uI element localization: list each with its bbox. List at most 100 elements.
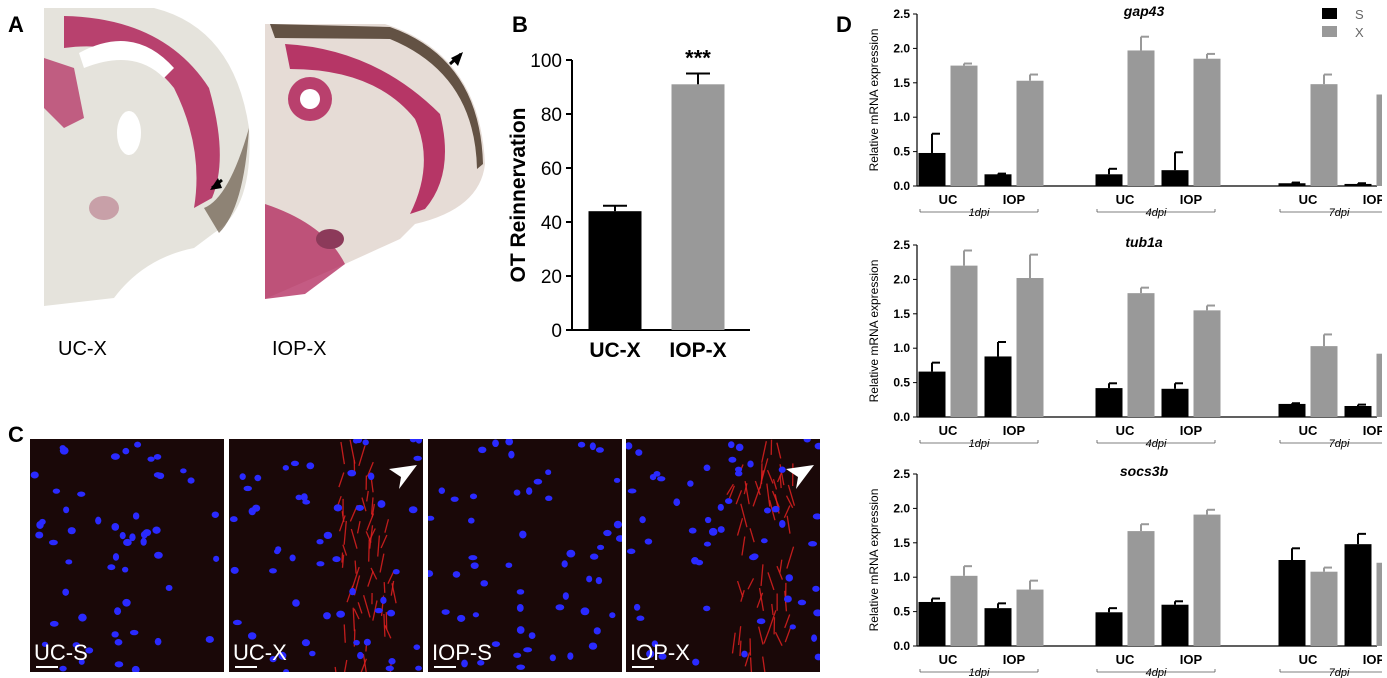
x-tick-label: UC [1299, 652, 1318, 667]
bar-iop-x [1376, 94, 1382, 186]
y-tick-label: 2.5 [893, 467, 910, 481]
y-axis-label: OT Reinnervation [507, 107, 530, 282]
legend-label-x: X [1355, 25, 1364, 40]
x-tick-label: UC [939, 652, 958, 667]
dpi-label: 1dpi [969, 667, 990, 678]
arrowhead-icon [389, 465, 417, 489]
chart-socs3b: 0.0 0.5 1.0 1.5 2.0 2.5 Relative mRNA expressi… [867, 463, 1382, 678]
x-tick-label: UC [1116, 423, 1135, 438]
bar-uc-x [950, 265, 978, 417]
y-tick-label: 2.5 [893, 238, 910, 252]
x-tick-label: UC [1116, 652, 1135, 667]
y-tick-label: 0.5 [893, 145, 910, 159]
x-tick-label: IOP [1180, 423, 1203, 438]
y-tick-label: 1.5 [893, 76, 910, 90]
bar-iop-x [1376, 562, 1382, 646]
micrograph-label: UC-X [233, 640, 287, 665]
bar-iop-s [984, 608, 1012, 646]
dpi-label: 7dpi [1329, 667, 1350, 678]
x-tick-label: IOP [1003, 652, 1026, 667]
x-tick-label: UC [1299, 192, 1318, 207]
y-tick-label: 0.5 [893, 376, 910, 390]
x-tick-label: IOP [1003, 192, 1026, 207]
y-tick-label: 1.5 [893, 307, 910, 321]
bar-iop-s [1344, 405, 1372, 417]
micrograph-image [30, 441, 220, 672]
bar-iop-s [1161, 170, 1189, 186]
bar-uc-s [1278, 183, 1306, 186]
micrograph-image [229, 439, 423, 672]
micrograph-iop-x: IOP-X [626, 439, 820, 672]
x-tick-label: IOP [1180, 652, 1203, 667]
x-tick-label: IOP [1363, 423, 1382, 438]
y-tick-label: 2.5 [893, 7, 910, 21]
scale-bar [36, 666, 58, 668]
y-tick-label: 100 [530, 51, 562, 72]
bar-uc-x [1310, 84, 1338, 186]
y-axis-label: Relative mRNA expression [867, 29, 881, 172]
y-tick-label: 1.5 [893, 536, 910, 550]
legend-label-s: S [1355, 7, 1364, 22]
micrograph-label: IOP-S [432, 640, 492, 665]
panel-d-letter: D [836, 12, 852, 37]
scale-bar [434, 666, 456, 668]
ot-reinnervation-bar-chart: 0 20 40 60 80 100 OT Reinnervation UC-X IOP-X *** [507, 46, 750, 362]
significance-annotation: *** [685, 46, 711, 71]
y-tick-label: 1.0 [893, 570, 910, 584]
y-tick-label: 0 [551, 321, 562, 342]
x-tick-label: IOP [1180, 192, 1203, 207]
bar-iop-x [1016, 80, 1044, 186]
bar-uc-s [1095, 388, 1123, 417]
dpi-label: 7dpi [1329, 438, 1350, 450]
x-tick-label: UC [939, 423, 958, 438]
bar-iop-s [1344, 183, 1372, 186]
bar-iop-s [1161, 388, 1189, 417]
micrograph-label: UC-S [34, 640, 88, 665]
dpi-label: 7dpi [1329, 207, 1350, 219]
bar-uc-s [1278, 403, 1306, 417]
bar-iop-s [1161, 604, 1189, 646]
y-tick-label: 1.0 [893, 110, 910, 124]
x-tick-label: UC-X [589, 339, 640, 362]
chart-title: tub1a [1125, 234, 1163, 250]
y-axis-label: Relative mRNA expression [867, 489, 881, 632]
bar-iop-x [1016, 589, 1044, 646]
bar-iop-x [1193, 310, 1221, 417]
y-tick-label: 0.0 [893, 179, 910, 193]
legend-swatch-s [1322, 8, 1337, 19]
arrowhead-icon [786, 465, 814, 489]
dpi-label: 4dpi [1146, 667, 1167, 678]
y-tick-label: 40 [541, 213, 562, 234]
chart-gap43: 0.0 0.5 1.0 1.5 2.0 2.5 Relative mRNA expressi… [867, 3, 1382, 219]
bar-uc-x [1127, 293, 1155, 417]
y-tick-label: 2.0 [893, 272, 910, 286]
dpi-label: 4dpi [1146, 207, 1167, 219]
y-tick-label: 0.0 [893, 410, 910, 424]
dpi-label: 4dpi [1146, 438, 1167, 450]
micrograph-uc-s: UC-S [30, 439, 224, 672]
chart-tub1a: 0.0 0.5 1.0 1.5 2.0 2.5 Relative mRNA expressi… [867, 234, 1382, 450]
micrograph-label: IOP-X [630, 640, 690, 665]
micrograph-image [428, 439, 622, 670]
x-tick-label: IOP [1363, 192, 1382, 207]
bar-uc-x [1310, 346, 1338, 417]
x-tick-label: IOP [1003, 423, 1026, 438]
bar-iop-x [1193, 58, 1221, 186]
bar-iop-s [1344, 544, 1372, 646]
y-tick-label: 20 [541, 267, 562, 288]
y-tick-label: 0.0 [893, 639, 910, 653]
dpi-label: 1dpi [969, 207, 990, 219]
scale-bar [632, 666, 654, 668]
panel-a-caption-uc-x: UC-X [58, 338, 107, 360]
scale-bar [235, 666, 257, 668]
y-tick-label: 1.0 [893, 341, 910, 355]
bar-uc-x [950, 575, 978, 646]
bar-iop-x [1193, 514, 1221, 646]
bar-uc-x [1310, 571, 1338, 646]
y-axis-label: Relative mRNA expression [867, 260, 881, 403]
bar-uc-s [1278, 560, 1306, 646]
bar-iop-s [984, 356, 1012, 417]
panel-b-letter: B [512, 12, 528, 37]
y-tick-label: 80 [541, 105, 562, 126]
legend-swatch-x [1322, 26, 1337, 37]
